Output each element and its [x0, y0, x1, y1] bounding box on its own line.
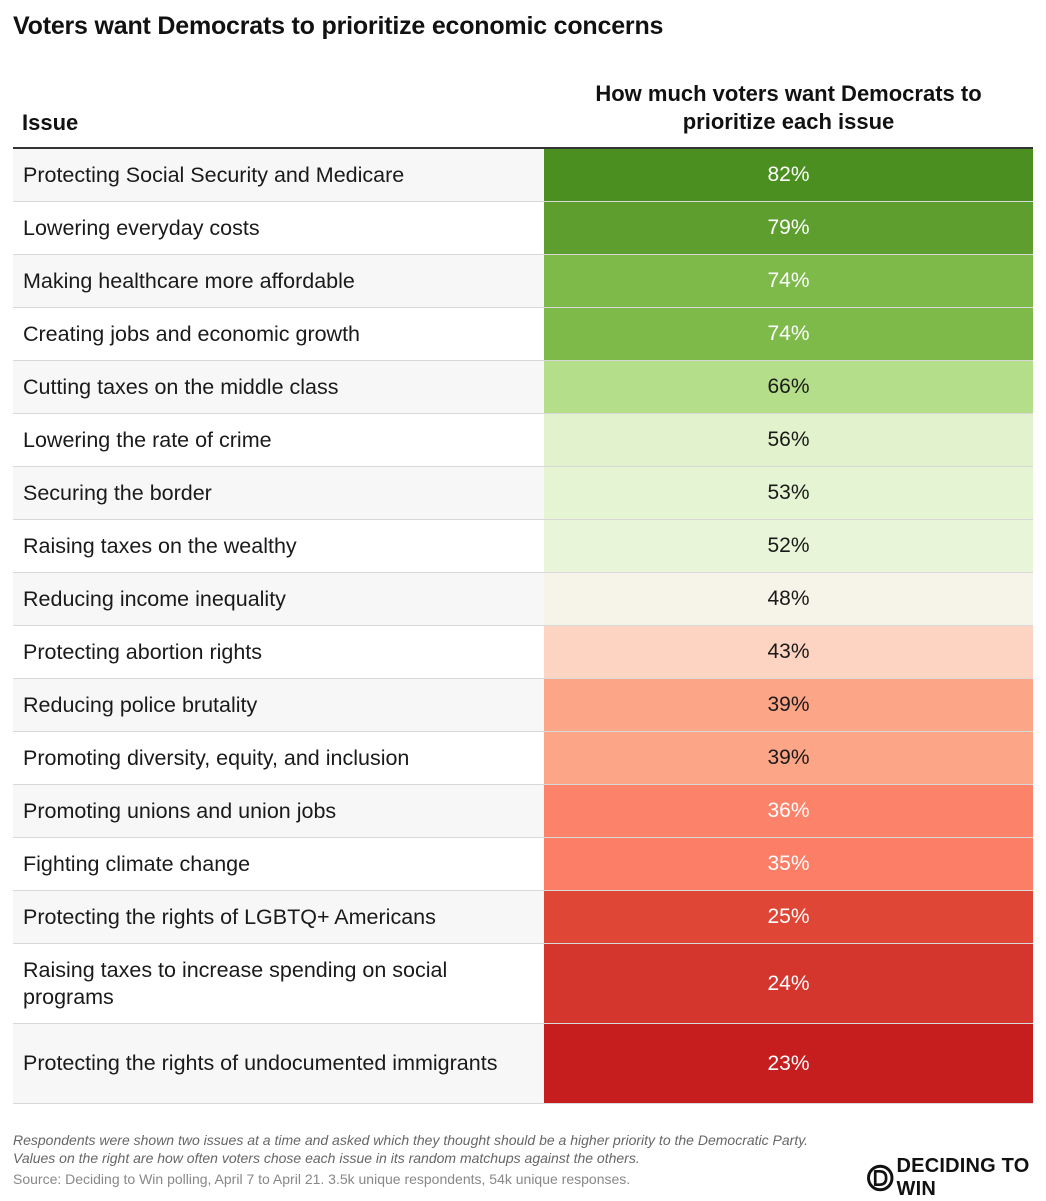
table-row: Reducing income inequality 48%: [13, 573, 1033, 626]
value-cell: 36%: [544, 785, 1033, 837]
header-divider: [13, 147, 1033, 149]
value-cell: 74%: [544, 308, 1033, 360]
issue-cell: Protecting the rights of LGBTQ+ American…: [13, 891, 544, 943]
value-cell: 43%: [544, 626, 1033, 678]
value-column-header-line1: How much voters want Democrats to: [595, 81, 982, 106]
chart-title: Voters want Democrats to prioritize econ…: [13, 12, 664, 40]
issue-cell: Reducing police brutality: [13, 679, 544, 731]
table-row: Reducing police brutality 39%: [13, 679, 1033, 732]
value-cell: 53%: [544, 467, 1033, 519]
issue-cell: Reducing income inequality: [13, 573, 544, 625]
issue-cell: Protecting Social Security and Medicare: [13, 149, 544, 201]
value-column-header-line2: prioritize each issue: [682, 109, 895, 134]
data-table: Protecting Social Security and Medicare 8…: [13, 149, 1033, 1104]
table-row: Fighting climate change 35%: [13, 838, 1033, 891]
issue-cell: Lowering the rate of crime: [13, 414, 544, 466]
table-row: Protecting abortion rights 43%: [13, 626, 1033, 679]
issue-column-header: Issue: [22, 110, 79, 135]
issue-cell: Promoting unions and union jobs: [13, 785, 544, 837]
table-row: Securing the border 53%: [13, 467, 1033, 520]
value-cell: 39%: [544, 732, 1033, 784]
value-cell: 56%: [544, 414, 1033, 466]
table-row: Raising taxes to increase spending on so…: [13, 944, 1033, 1024]
source-note: Source: Deciding to Win polling, April 7…: [13, 1171, 631, 1187]
issue-cell: Fighting climate change: [13, 838, 544, 890]
value-cell: 25%: [544, 891, 1033, 943]
value-cell: 39%: [544, 679, 1033, 731]
table-row: Protecting the rights of LGBTQ+ American…: [13, 891, 1033, 944]
value-cell: 23%: [544, 1024, 1033, 1103]
value-cell: 66%: [544, 361, 1033, 413]
brand-logo: DECIDING TO WIN: [866, 1155, 1046, 1201]
table-row: Making healthcare more affordable 74%: [13, 255, 1033, 308]
issue-cell: Making healthcare more affordable: [13, 255, 544, 307]
table-row: Creating jobs and economic growth 74%: [13, 308, 1033, 361]
issue-cell: Lowering everyday costs: [13, 202, 544, 254]
table-row: Raising taxes on the wealthy 52%: [13, 520, 1033, 573]
table-row: Promoting diversity, equity, and inclusi…: [13, 732, 1033, 785]
value-cell: 24%: [544, 944, 1033, 1023]
value-cell: 48%: [544, 573, 1033, 625]
table-row: Lowering everyday costs 79%: [13, 202, 1033, 255]
value-cell: 35%: [544, 838, 1033, 890]
table-row: Protecting the rights of undocumented im…: [13, 1024, 1033, 1104]
value-column-header: How much voters want Democrats to priori…: [544, 80, 1033, 136]
value-cell: 82%: [544, 149, 1033, 201]
value-cell: 52%: [544, 520, 1033, 572]
table-row: Promoting unions and union jobs 36%: [13, 785, 1033, 838]
issue-cell: Raising taxes to increase spending on so…: [13, 944, 544, 1023]
value-cell: 79%: [544, 202, 1033, 254]
issue-cell: Raising taxes on the wealthy: [13, 520, 544, 572]
table-row: Lowering the rate of crime 56%: [13, 414, 1033, 467]
logo-text: DECIDING TO WIN: [896, 1155, 1030, 1200]
issue-cell: Securing the border: [13, 467, 544, 519]
value-cell: 74%: [544, 255, 1033, 307]
issue-cell: Protecting the rights of undocumented im…: [13, 1024, 544, 1103]
issue-cell: Creating jobs and economic growth: [13, 308, 544, 360]
table-row: Protecting Social Security and Medicare 8…: [13, 149, 1033, 202]
footnote: Respondents were shown two issues at a t…: [13, 1132, 809, 1166]
issue-cell: Cutting taxes on the middle class: [13, 361, 544, 413]
issue-cell: Protecting abortion rights: [13, 626, 544, 678]
d-circle-icon: [867, 1164, 894, 1192]
issue-cell: Promoting diversity, equity, and inclusi…: [13, 732, 544, 784]
table-row: Cutting taxes on the middle class 66%: [13, 361, 1033, 414]
